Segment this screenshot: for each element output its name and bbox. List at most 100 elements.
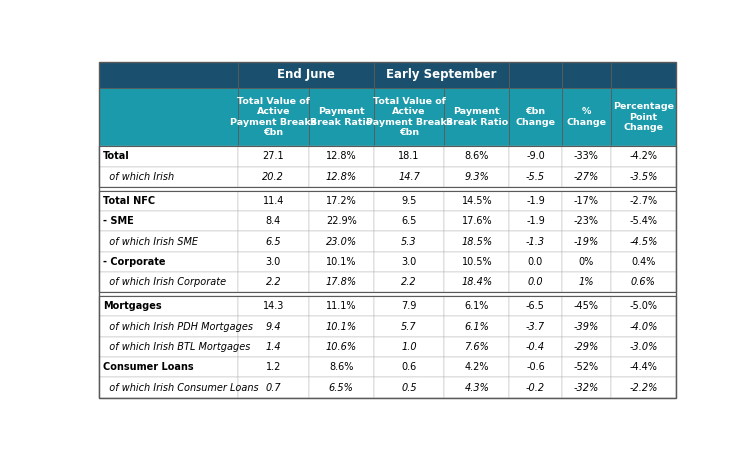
Text: 7.9: 7.9 [401, 301, 417, 311]
Bar [309, 191, 373, 211]
Text: -2.2%: -2.2% [629, 382, 658, 392]
Text: of which Irish: of which Irish [104, 172, 175, 182]
Bar [510, 211, 562, 231]
Bar [238, 166, 309, 187]
Bar [373, 272, 445, 292]
Bar [99, 166, 238, 187]
Text: of which Irish Consumer Loans: of which Irish Consumer Loans [104, 382, 259, 392]
Text: €bn
Change: €bn Change [516, 108, 556, 127]
Text: 12.8%: 12.8% [326, 152, 357, 162]
Bar [99, 272, 238, 292]
Text: 0.4%: 0.4% [631, 257, 655, 267]
Bar [562, 378, 611, 398]
Text: 17.8%: 17.8% [326, 277, 357, 287]
Bar [562, 166, 611, 187]
Text: -27%: -27% [574, 172, 599, 182]
Bar [611, 272, 676, 292]
Bar [611, 357, 676, 378]
Text: 17.6%: 17.6% [462, 216, 492, 226]
Text: -3.5%: -3.5% [629, 172, 658, 182]
Bar [611, 146, 676, 166]
Bar [309, 88, 373, 146]
Text: 0.6%: 0.6% [631, 277, 655, 287]
Text: 1.0: 1.0 [401, 342, 417, 352]
Text: 5.3: 5.3 [401, 237, 417, 247]
Bar [445, 357, 510, 378]
Bar [238, 337, 309, 357]
Text: Consumer Loans: Consumer Loans [104, 362, 194, 372]
Text: -1.9: -1.9 [526, 216, 545, 226]
Bar [238, 272, 309, 292]
Text: -4.4%: -4.4% [630, 362, 657, 372]
Bar [373, 231, 445, 252]
Text: 8.6%: 8.6% [465, 152, 489, 162]
Text: Total Value of
Active
Payment Breaks
€bn: Total Value of Active Payment Breaks €bn [230, 97, 317, 137]
Bar [99, 191, 238, 211]
Text: -4.2%: -4.2% [629, 152, 657, 162]
Bar [309, 252, 373, 272]
Bar [99, 357, 238, 378]
Bar [238, 231, 309, 252]
Bar [373, 316, 445, 337]
Bar [99, 211, 238, 231]
Bar [373, 211, 445, 231]
Bar [445, 378, 510, 398]
Bar [99, 146, 238, 166]
Text: -32%: -32% [574, 382, 599, 392]
Text: 12.8%: 12.8% [326, 172, 357, 182]
Bar [99, 146, 676, 187]
Text: 7.6%: 7.6% [464, 342, 489, 352]
Bar [562, 146, 611, 166]
Bar [562, 231, 611, 252]
Bar [611, 211, 676, 231]
Bar [611, 191, 676, 211]
Bar [562, 88, 611, 146]
Text: -23%: -23% [574, 216, 599, 226]
Text: -5.5: -5.5 [526, 172, 545, 182]
Bar [510, 146, 562, 166]
Bar [562, 191, 611, 211]
Text: Total Value of
Active
Payment Breaks
€bn: Total Value of Active Payment Breaks €bn [366, 97, 452, 137]
Bar [309, 272, 373, 292]
Text: 10.1%: 10.1% [326, 322, 357, 332]
Bar [611, 88, 676, 146]
Bar [445, 231, 510, 252]
Text: -3.7: -3.7 [526, 322, 545, 332]
Bar [611, 316, 676, 337]
Text: - SME: - SME [104, 216, 134, 226]
Text: -3.0%: -3.0% [629, 342, 658, 352]
Text: -5.4%: -5.4% [629, 216, 657, 226]
Bar [309, 231, 373, 252]
Text: -6.5: -6.5 [526, 301, 545, 311]
Text: 8.4: 8.4 [266, 216, 281, 226]
Bar [309, 296, 373, 316]
Bar [99, 231, 238, 252]
Bar [611, 231, 676, 252]
Text: 6.1%: 6.1% [465, 301, 489, 311]
Text: 9.4: 9.4 [265, 322, 281, 332]
Bar [611, 166, 676, 187]
Text: -52%: -52% [574, 362, 599, 372]
Bar [611, 252, 676, 272]
Text: 4.3%: 4.3% [464, 382, 489, 392]
Bar [445, 296, 510, 316]
Text: 0.7: 0.7 [265, 382, 281, 392]
Text: 10.5%: 10.5% [462, 257, 492, 267]
Bar [510, 231, 562, 252]
Text: 3.0: 3.0 [266, 257, 281, 267]
Text: -4.5%: -4.5% [629, 237, 658, 247]
Text: 1.4: 1.4 [265, 342, 281, 352]
Bar [611, 378, 676, 398]
Text: -1.9: -1.9 [526, 196, 545, 206]
Bar [373, 296, 445, 316]
Bar [510, 378, 562, 398]
Text: 6.5: 6.5 [401, 216, 417, 226]
Bar [445, 166, 510, 187]
Bar [373, 88, 445, 146]
Text: 2.2: 2.2 [265, 277, 281, 287]
Text: 14.7: 14.7 [398, 172, 420, 182]
Text: 1%: 1% [578, 277, 594, 287]
Bar [373, 62, 510, 88]
Text: of which Irish SME: of which Irish SME [104, 237, 198, 247]
Bar [238, 378, 309, 398]
